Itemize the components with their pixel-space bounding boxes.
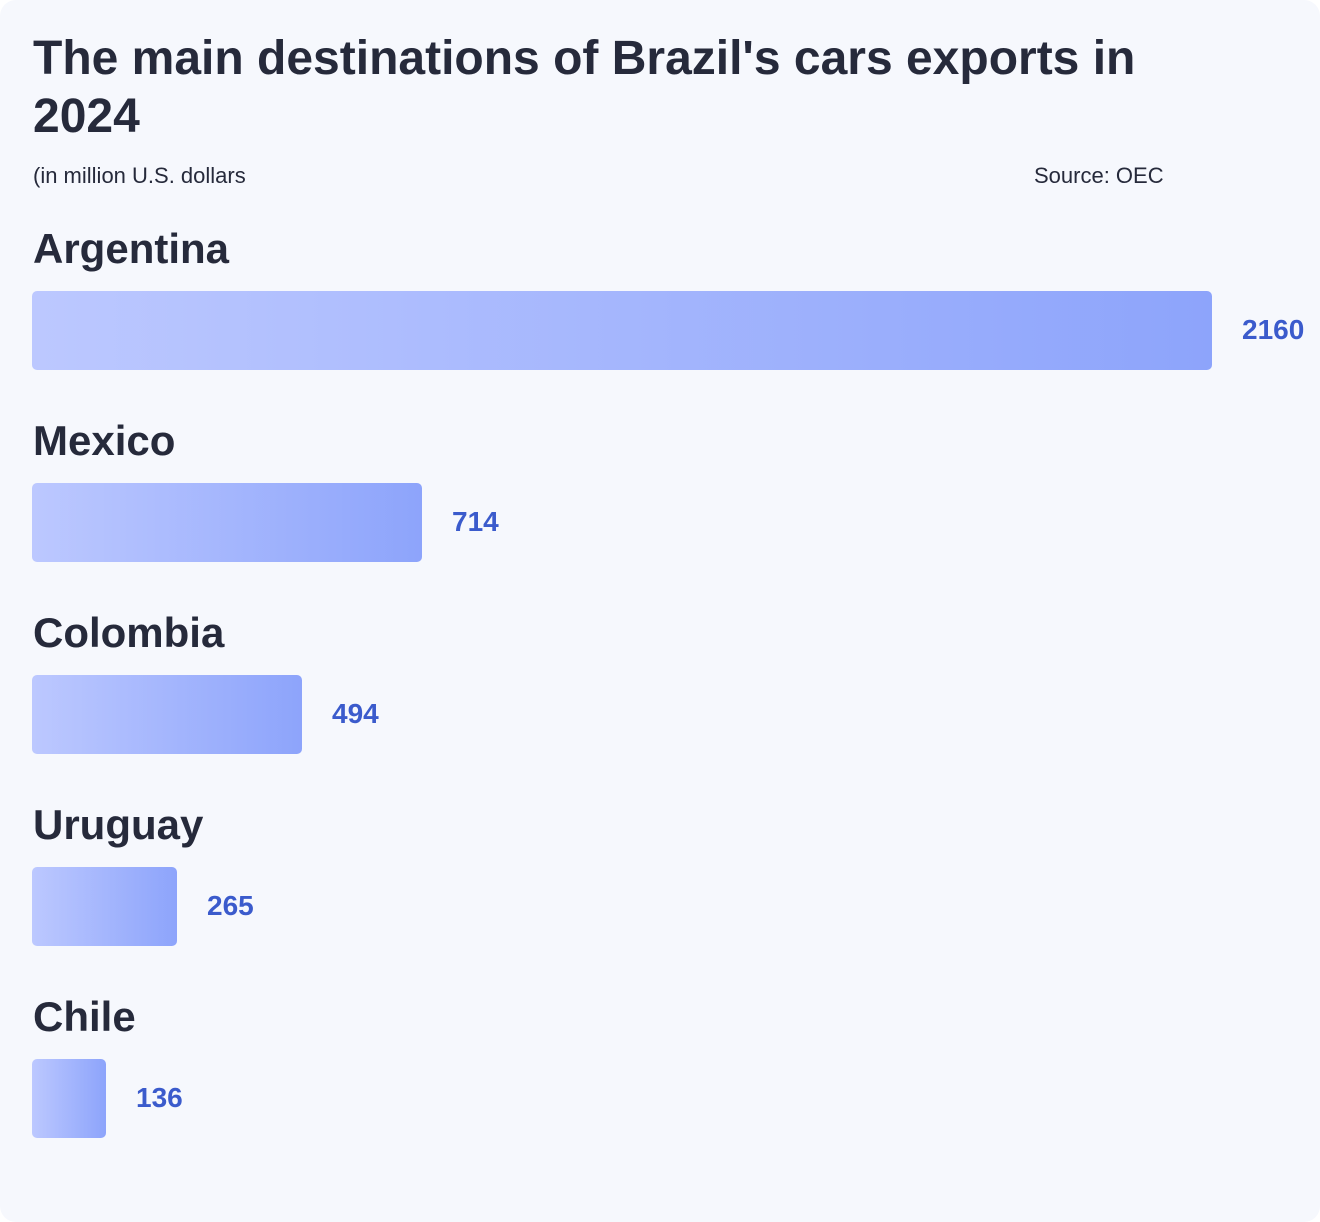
- category-label-mexico: Mexico: [33, 417, 176, 464]
- bar-mexico: [32, 483, 422, 562]
- value-label-chile: 136: [136, 1082, 183, 1113]
- category-label-colombia: Colombia: [33, 609, 225, 656]
- bar-chile: [32, 1059, 106, 1138]
- category-label-chile: Chile: [33, 993, 136, 1040]
- bar-uruguay: [32, 867, 177, 946]
- value-label-mexico: 714: [452, 506, 499, 537]
- value-label-argentina: 2160: [1242, 314, 1305, 345]
- value-label-colombia: 494: [332, 698, 379, 729]
- value-label-uruguay: 265: [207, 890, 254, 921]
- category-label-argentina: Argentina: [33, 225, 230, 272]
- bar-argentina: [32, 291, 1212, 370]
- category-label-uruguay: Uruguay: [33, 801, 204, 848]
- chart-title: The main destinations of Brazil's cars e…: [33, 32, 1136, 143]
- bar-colombia: [32, 675, 302, 754]
- chart-source: Source: OEC: [1034, 163, 1164, 188]
- chart-subtitle: (in million U.S. dollars: [33, 163, 246, 188]
